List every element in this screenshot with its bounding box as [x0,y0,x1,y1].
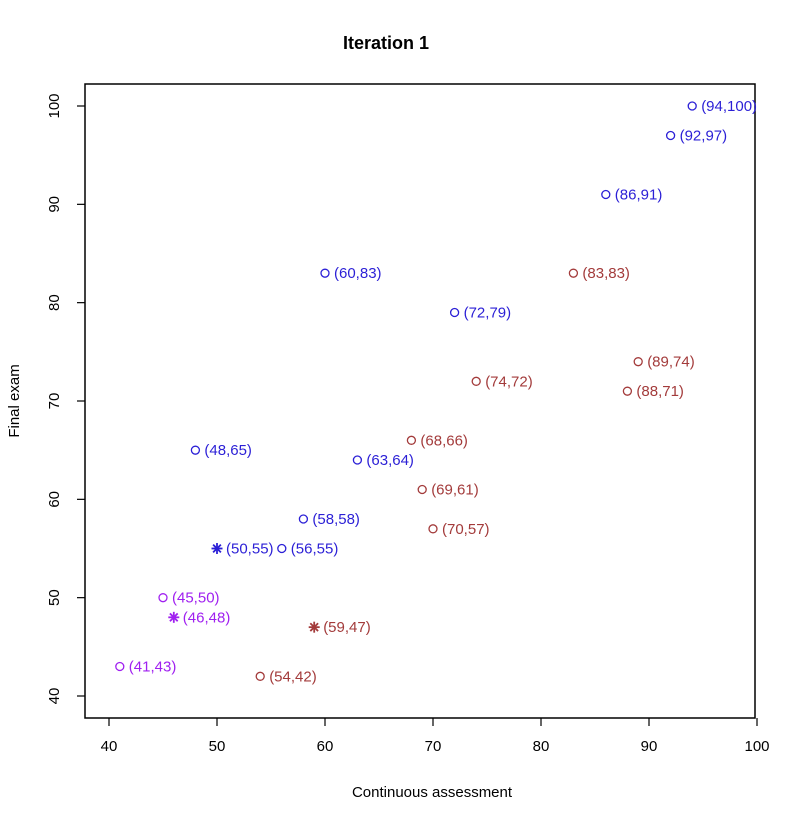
y-tick-label: 80 [46,294,63,311]
y-tick-label: 70 [46,393,63,410]
point-marker [255,671,265,681]
point-label: (45,50) [172,590,220,607]
point-marker [115,661,125,672]
point-marker [622,386,633,396]
point-label: (94,100) [701,98,757,115]
point-label: (48,65) [204,442,252,459]
centroid-star-marker [211,543,223,554]
y-tick-label: 60 [46,491,63,508]
data-point: (48,65) [190,442,252,459]
x-axis-label: Continuous assessment [352,784,513,801]
x-tick-label: 60 [317,738,334,755]
point-marker [568,268,579,278]
point-label: (63,64) [366,452,414,469]
point-marker [601,189,611,200]
centroid-star-marker [308,621,320,633]
data-point: (56,55) [277,541,339,558]
data-point: (68,66) [406,432,468,449]
point-marker [158,593,168,603]
y-tick-label: 40 [46,688,63,705]
point-label: (86,91) [615,187,663,204]
point-marker [428,524,438,534]
point-label: (46,48) [183,609,231,626]
y-tick-label: 90 [46,196,63,213]
x-tick-label: 90 [641,738,658,755]
point-label: (69,61) [431,482,479,499]
point-label: (74,72) [485,373,533,390]
y-axis: 40 50 60 70 80 90 100 [46,93,85,704]
data-point: (89,74) [633,354,695,371]
point-label: (50,55) [226,541,274,558]
x-tick-label: 100 [744,738,769,755]
y-axis-label: Final exam [6,364,23,437]
centroid-star-marker [168,611,180,623]
point-marker [633,357,643,367]
data-point: (50,55) [211,541,274,558]
data-point: (92,97) [665,128,728,145]
point-marker [471,376,481,386]
data-point: (58,58) [298,511,360,528]
point-label: (60,83) [334,265,382,282]
data-point: (60,83) [320,265,382,282]
point-label: (89,74) [647,354,695,371]
chart-title: Iteration 1 [343,33,429,53]
data-point: (45,50) [158,590,220,607]
point-label: (92,97) [680,128,728,145]
point-marker [190,445,201,455]
x-tick-label: 40 [101,738,118,755]
point-label: (59,47) [323,619,371,636]
data-point: (83,83) [568,265,630,282]
data-point: (94,100) [687,98,757,115]
point-label: (54,42) [269,668,317,685]
point-marker [687,101,697,111]
x-axis: 40 50 60 70 80 90 100 [101,718,770,755]
data-point: (59,47) [308,619,371,636]
y-tick-label: 100 [46,93,63,118]
y-tick-label: 50 [46,589,63,606]
data-points: (94,100) (92,97) (86,91) (60,83) (72,79) (48,… [115,98,757,685]
point-label: (56,55) [291,541,339,558]
point-label: (83,83) [582,265,630,282]
data-point: (46,48) [168,609,230,626]
point-label: (72,79) [464,305,512,322]
data-point: (69,61) [417,482,479,499]
data-point: (54,42) [255,668,317,685]
point-label: (88,71) [636,383,684,400]
data-point: (41,43) [115,659,177,676]
data-point: (74,72) [471,373,533,390]
point-marker [406,435,417,445]
point-label: (58,58) [312,511,360,528]
point-marker [449,307,460,318]
point-marker [417,484,427,495]
data-point: (63,64) [352,452,414,469]
point-label: (41,43) [129,659,177,676]
point-marker [277,543,287,554]
point-marker [320,268,330,278]
data-point: (72,79) [449,305,512,322]
data-point: (86,91) [601,187,663,204]
x-tick-label: 70 [425,738,442,755]
x-tick-label: 50 [209,738,226,755]
x-tick-label: 80 [533,738,550,755]
point-marker [298,514,309,524]
point-marker [352,455,363,465]
data-point: (70,57) [428,521,490,538]
point-marker [665,130,676,141]
point-label: (70,57) [442,521,490,538]
data-point: (88,71) [622,383,684,400]
point-label: (68,66) [420,432,468,449]
